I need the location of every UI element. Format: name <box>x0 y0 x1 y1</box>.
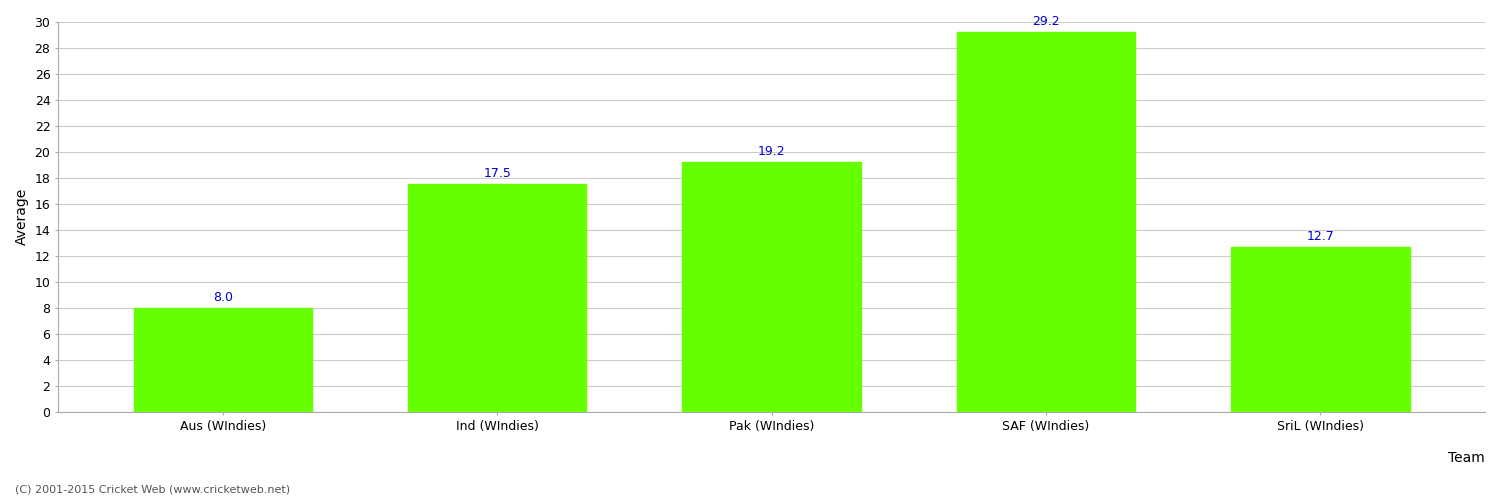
Bar <box>134 308 312 412</box>
Bar <box>682 162 861 412</box>
Text: 29.2: 29.2 <box>1032 15 1060 28</box>
Text: Team: Team <box>1448 451 1485 465</box>
Text: (C) 2001-2015 Cricket Web (www.cricketweb.net): (C) 2001-2015 Cricket Web (www.cricketwe… <box>15 485 290 495</box>
Bar <box>1232 247 1410 412</box>
Bar <box>408 184 586 412</box>
Bar <box>957 32 1136 412</box>
Text: 8.0: 8.0 <box>213 291 232 304</box>
Text: 12.7: 12.7 <box>1306 230 1334 243</box>
Text: 19.2: 19.2 <box>758 146 786 158</box>
Y-axis label: Average: Average <box>15 188 28 246</box>
Text: 17.5: 17.5 <box>483 168 512 180</box>
